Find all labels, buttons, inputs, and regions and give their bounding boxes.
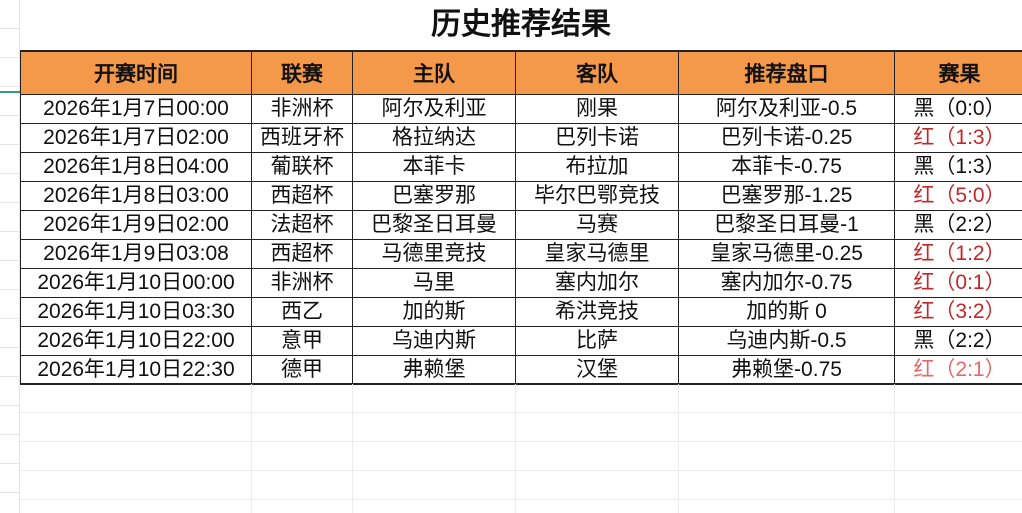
cell-league[interactable]: 非洲杯	[251, 93, 353, 124]
column-header[interactable]: 推荐盘口	[678, 50, 895, 95]
cell-away[interactable]: 刚果	[515, 93, 679, 124]
cell-away[interactable]: 马赛	[515, 209, 679, 240]
cell-away[interactable]: 塞内加尔	[515, 267, 679, 298]
column-header[interactable]: 开赛时间	[20, 50, 252, 95]
cell-time[interactable]: 2026年1月9日02:00	[20, 209, 252, 240]
cell-away[interactable]: 布拉加	[515, 151, 679, 182]
column-header[interactable]: 主队	[352, 50, 516, 95]
cell-pick[interactable]: 巴黎圣日耳曼-1	[678, 209, 895, 240]
cell-pick[interactable]: 阿尔及利亚-0.5	[678, 93, 895, 124]
cell-result[interactable]: 黑（0:0）	[894, 93, 1022, 124]
table-row: 2026年1月10日22:30 德甲 弗赖堡 汉堡 弗赖堡-0.75 红（2:1）	[20, 354, 1022, 385]
cell-home[interactable]: 乌迪内斯	[352, 325, 516, 356]
grid-line	[678, 384, 679, 513]
cell-away[interactable]: 皇家马德里	[515, 238, 679, 269]
table-row: 2026年1月10日00:00 非洲杯 马里 塞内加尔 塞内加尔-0.75 红（0:1）	[20, 267, 1022, 298]
cell-result[interactable]: 红（2:1）	[894, 354, 1022, 385]
cell-time[interactable]: 2026年1月7日02:00	[20, 122, 252, 153]
cell-league[interactable]: 西乙	[251, 296, 353, 327]
cell-home[interactable]: 加的斯	[352, 296, 516, 327]
row-header-gutter	[0, 0, 20, 513]
cell-result[interactable]: 黑（2:2）	[894, 209, 1022, 240]
cell-league[interactable]: 法超杯	[251, 209, 353, 240]
grid-line	[251, 384, 252, 513]
selected-row-indicator	[0, 91, 20, 93]
cell-result[interactable]: 红（1:3）	[894, 122, 1022, 153]
cell-result[interactable]: 黑（1:3）	[894, 151, 1022, 182]
cell-home[interactable]: 巴黎圣日耳曼	[352, 209, 516, 240]
table-row: 2026年1月10日22:00 意甲 乌迪内斯 比萨 乌迪内斯-0.5 黑（2:2）	[20, 325, 1022, 356]
cell-league[interactable]: 西超杯	[251, 238, 353, 269]
cell-pick[interactable]: 巴塞罗那-1.25	[678, 180, 895, 211]
cell-home[interactable]: 格拉纳达	[352, 122, 516, 153]
cell-league[interactable]: 西班牙杯	[251, 122, 353, 153]
cell-home[interactable]: 马德里竞技	[352, 238, 516, 269]
empty-grid	[20, 384, 1022, 513]
cell-result[interactable]: 红（3:2）	[894, 296, 1022, 327]
cell-result[interactable]: 红（0:1）	[894, 267, 1022, 298]
cell-time[interactable]: 2026年1月8日03:00	[20, 180, 252, 211]
cell-result[interactable]: 红（5:0）	[894, 180, 1022, 211]
cell-away[interactable]: 巴列卡诺	[515, 122, 679, 153]
cell-time[interactable]: 2026年1月7日00:00	[20, 93, 252, 124]
cell-league[interactable]: 德甲	[251, 354, 353, 385]
cell-pick[interactable]: 弗赖堡-0.75	[678, 354, 895, 385]
grid-line	[352, 384, 353, 513]
cell-pick[interactable]: 塞内加尔-0.75	[678, 267, 895, 298]
cell-away[interactable]: 毕尔巴鄂竞技	[515, 180, 679, 211]
cell-time[interactable]: 2026年1月10日03:30	[20, 296, 252, 327]
table-row: 2026年1月8日03:00 西超杯 巴塞罗那 毕尔巴鄂竞技 巴塞罗那-1.25 红（5:…	[20, 180, 1022, 211]
cell-time[interactable]: 2026年1月10日22:30	[20, 354, 252, 385]
cell-pick[interactable]: 加的斯 0	[678, 296, 895, 327]
column-header[interactable]: 联赛	[251, 50, 353, 95]
table-row: 2026年1月10日03:30 西乙 加的斯 希洪竞技 加的斯 0 红（3:2）	[20, 296, 1022, 327]
cell-pick[interactable]: 皇家马德里-0.25	[678, 238, 895, 269]
cell-league[interactable]: 葡联杯	[251, 151, 353, 182]
cell-home[interactable]: 阿尔及利亚	[352, 93, 516, 124]
cell-pick[interactable]: 巴列卡诺-0.25	[678, 122, 895, 153]
cell-league[interactable]: 意甲	[251, 325, 353, 356]
cell-home[interactable]: 本菲卡	[352, 151, 516, 182]
table-row: 2026年1月9日03:08 西超杯 马德里竞技 皇家马德里 皇家马德里-0.25 红（1…	[20, 238, 1022, 269]
table-row: 2026年1月7日02:00 西班牙杯 格拉纳达 巴列卡诺 巴列卡诺-0.25 红（1:3…	[20, 122, 1022, 153]
column-header[interactable]: 客队	[515, 50, 679, 95]
cell-home[interactable]: 巴塞罗那	[352, 180, 516, 211]
page-title: 历史推荐结果	[431, 8, 611, 41]
table-row: 2026年1月7日00:00 非洲杯 阿尔及利亚 刚果 阿尔及利亚-0.5 黑（0:0）	[20, 93, 1022, 124]
table-row: 2026年1月8日04:00 葡联杯 本菲卡 布拉加 本菲卡-0.75 黑（1:3）	[20, 151, 1022, 182]
cell-time[interactable]: 2026年1月9日03:08	[20, 238, 252, 269]
cell-time[interactable]: 2026年1月8日04:00	[20, 151, 252, 182]
column-header[interactable]: 赛果	[894, 50, 1022, 95]
cell-away[interactable]: 希洪竞技	[515, 296, 679, 327]
cell-league[interactable]: 非洲杯	[251, 267, 353, 298]
cell-home[interactable]: 弗赖堡	[352, 354, 516, 385]
cell-result[interactable]: 黑（2:2）	[894, 325, 1022, 356]
grid-line	[894, 384, 895, 513]
cell-away[interactable]: 汉堡	[515, 354, 679, 385]
cell-away[interactable]: 比萨	[515, 325, 679, 356]
cell-time[interactable]: 2026年1月10日00:00	[20, 267, 252, 298]
results-table: 开赛时间 联赛 主队 客队 推荐盘口 赛果 2026年1月7日00:00 非洲杯 阿尔及利亚刚…	[20, 50, 1022, 385]
cell-pick[interactable]: 乌迪内斯-0.5	[678, 325, 895, 356]
cell-time[interactable]: 2026年1月10日22:00	[20, 325, 252, 356]
grid-line	[515, 384, 516, 513]
cell-pick[interactable]: 本菲卡-0.75	[678, 151, 895, 182]
cell-league[interactable]: 西超杯	[251, 180, 353, 211]
table-row: 2026年1月9日02:00 法超杯 巴黎圣日耳曼 马赛 巴黎圣日耳曼-1 黑（2:2）	[20, 209, 1022, 240]
cell-home[interactable]: 马里	[352, 267, 516, 298]
cell-result[interactable]: 红（1:2）	[894, 238, 1022, 269]
